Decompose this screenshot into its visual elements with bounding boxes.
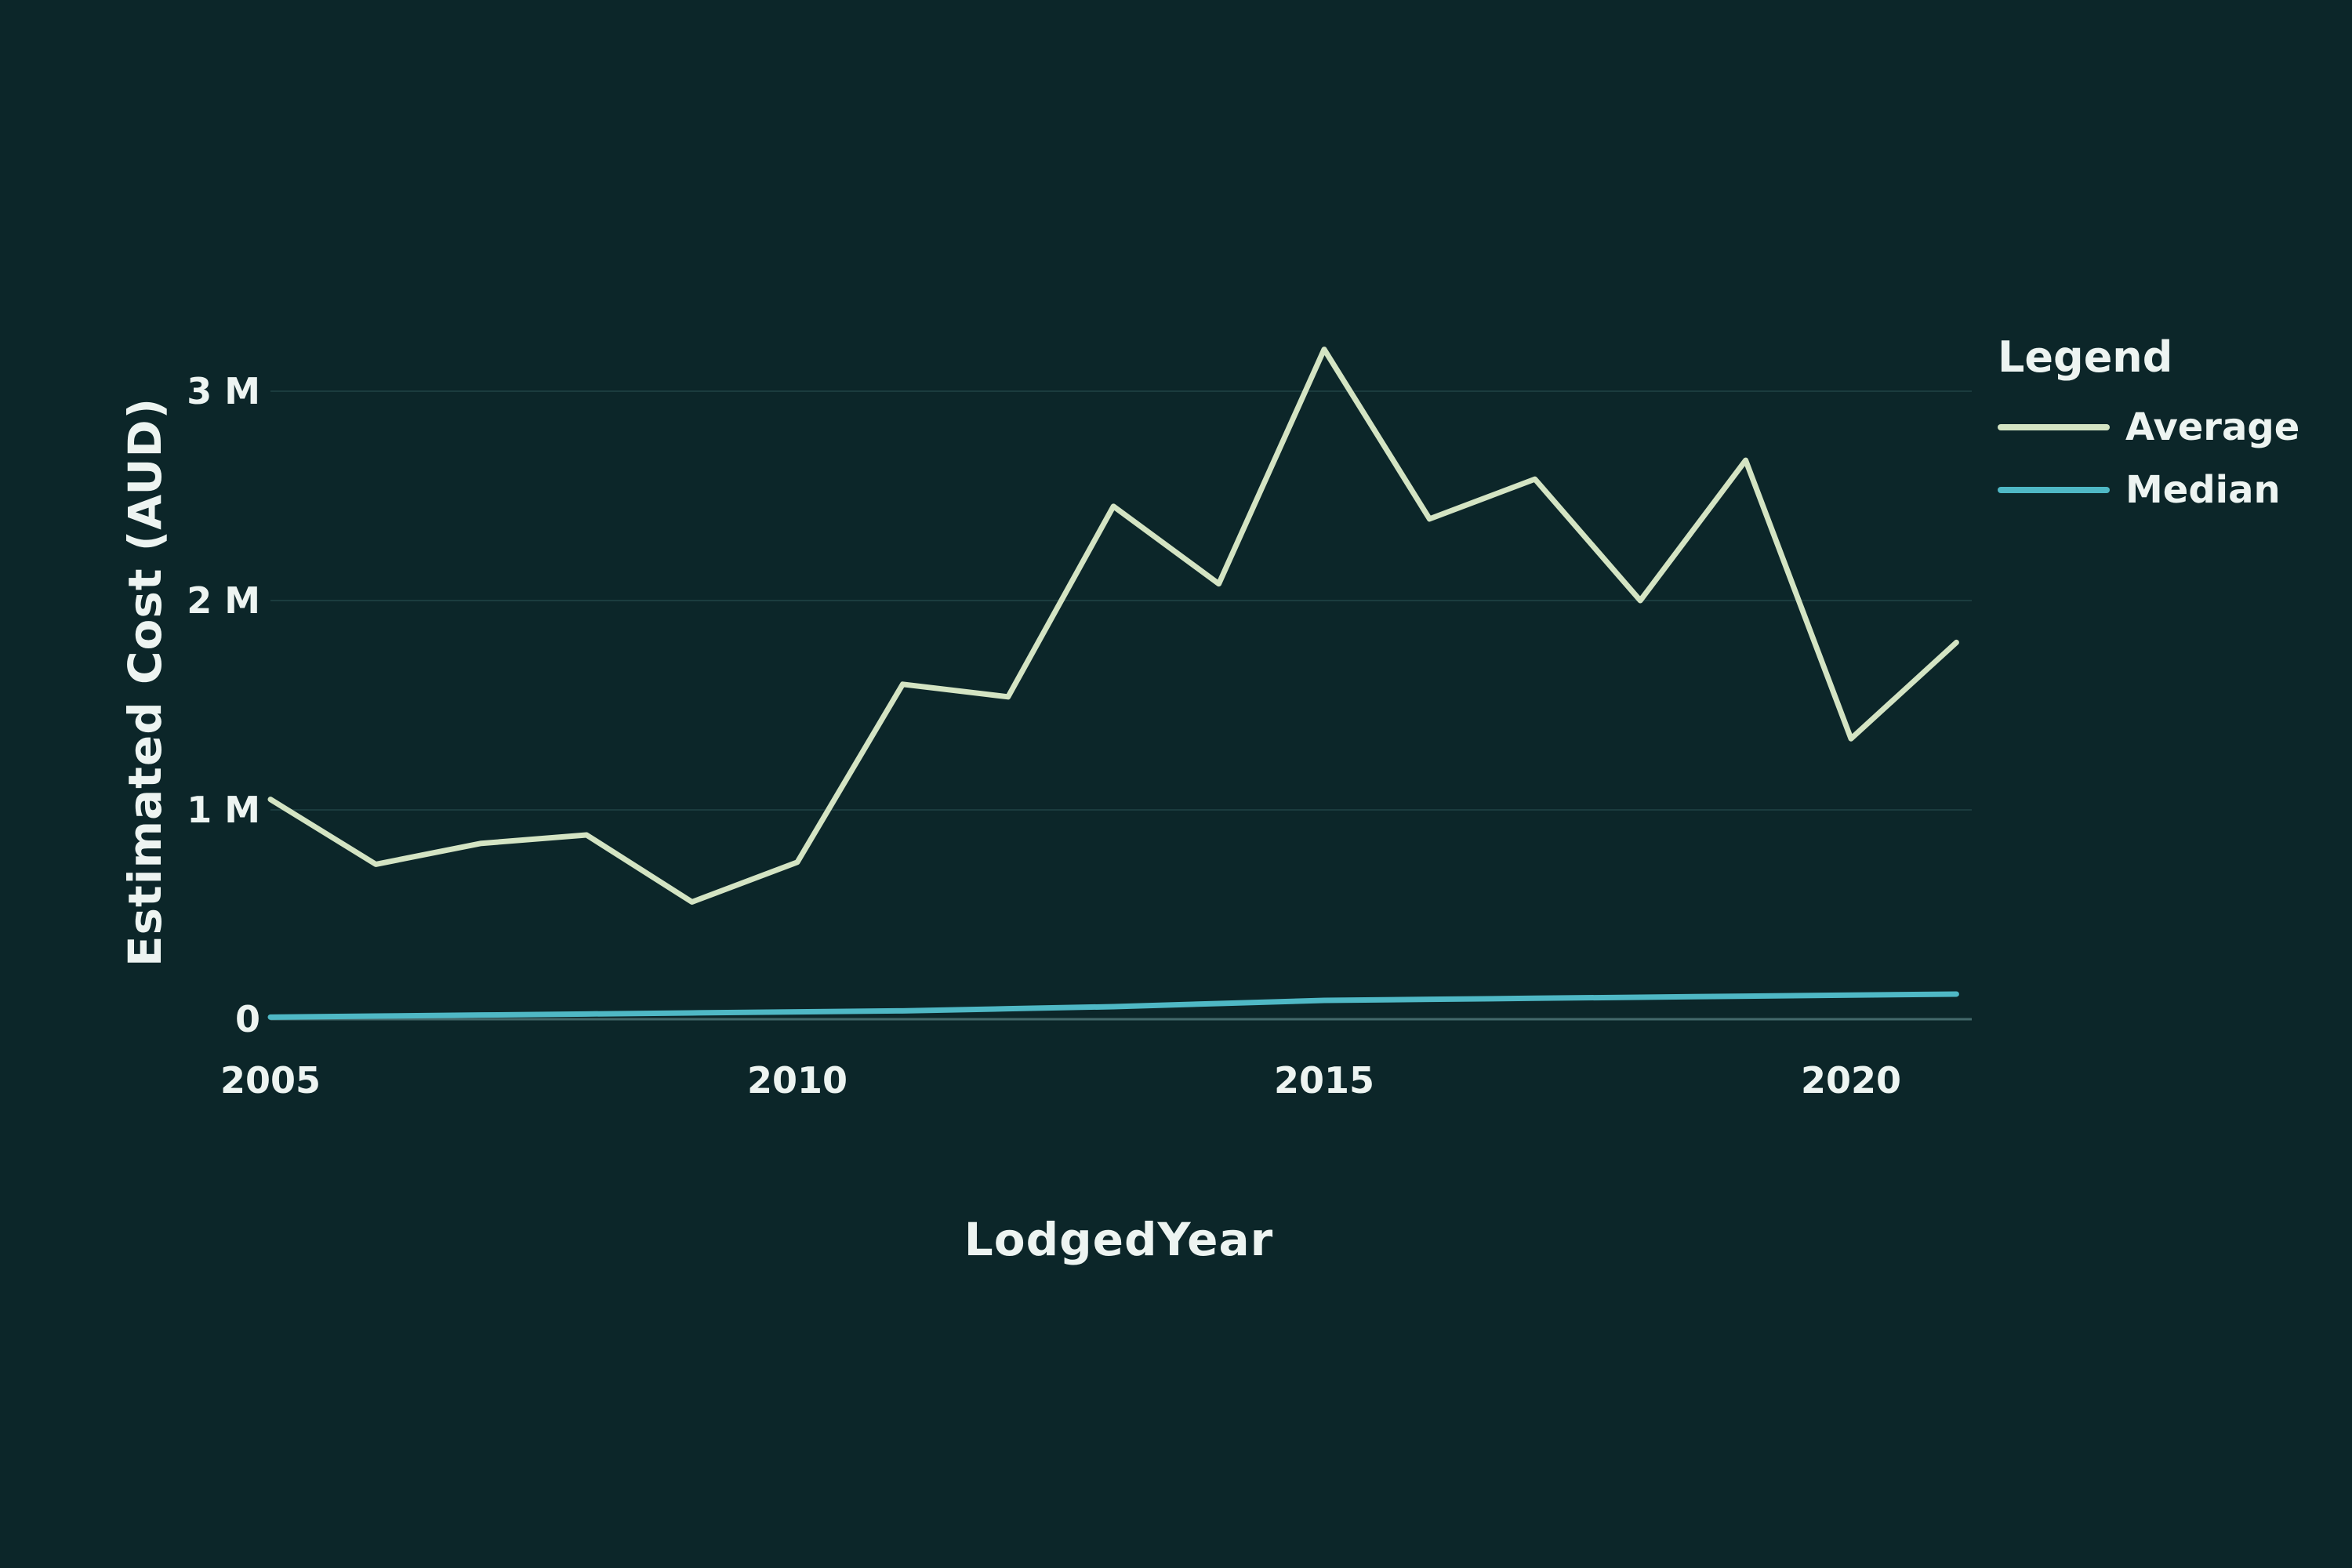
x-tick-label: 2020	[1801, 1059, 1901, 1102]
legend-title: Legend	[1998, 332, 2173, 382]
y-tick-label: 0	[235, 998, 260, 1040]
median-line	[267, 991, 1959, 1020]
y-axis-title: Estimated Cost (AUD)	[118, 397, 172, 967]
average-line	[267, 347, 1959, 905]
average-line-swatch	[1998, 424, 2110, 430]
x-axis-title: LodgedYear	[964, 1213, 1274, 1266]
legend: Legend Average Median	[1998, 332, 2299, 531]
legend-label-average: Average	[2125, 405, 2300, 449]
median-line-swatch	[1998, 487, 2110, 493]
legend-item-median[interactable]: Median	[1998, 468, 2299, 512]
x-tick-label: 2010	[747, 1059, 848, 1102]
y-tick-label: 3 M	[187, 370, 260, 412]
y-tick-label: 2 M	[187, 579, 260, 622]
x-tick-label: 2015	[1274, 1059, 1374, 1102]
x-tick-label: 2005	[220, 1059, 321, 1102]
legend-label-median: Median	[2125, 468, 2281, 512]
y-tick-label: 1 M	[187, 789, 260, 831]
legend-item-average[interactable]: Average	[1998, 405, 2299, 449]
